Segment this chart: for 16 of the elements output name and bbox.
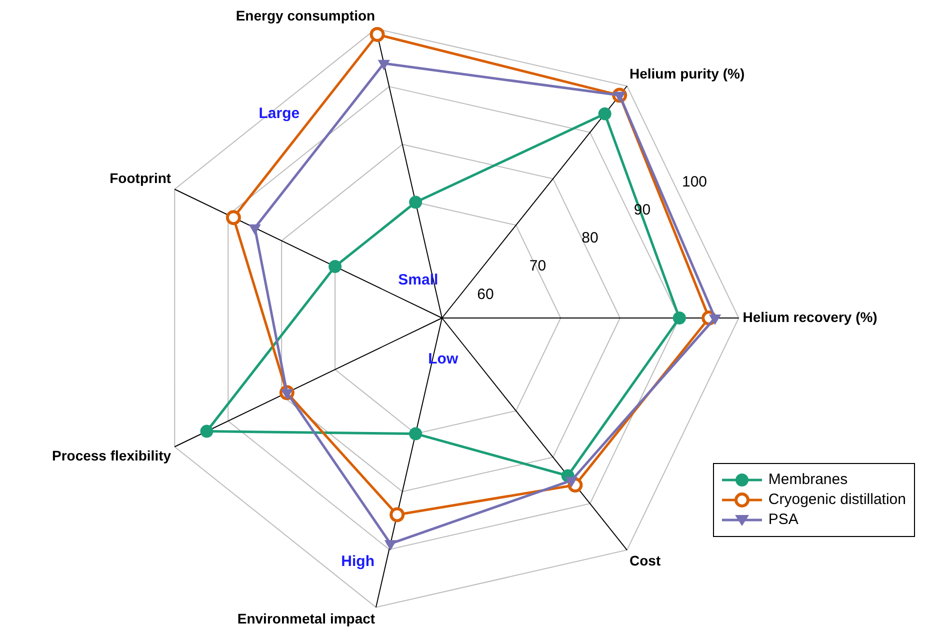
spoke-label: Helium recovery (%)	[742, 308, 878, 325]
spoke-label: Cost	[630, 552, 661, 568]
legend-label: Membranes	[768, 470, 848, 490]
y-tick-label: 60	[477, 286, 494, 303]
y-tick-label: 70	[529, 258, 546, 275]
spoke-label: Footprint	[110, 170, 172, 186]
legend-label: Cryogenic distillation	[768, 490, 906, 510]
y-tick-label: 80	[582, 230, 598, 247]
text: High	[341, 553, 374, 570]
spoke-label: Process flexibility	[52, 448, 172, 464]
spoke-label: Environmetal impact	[237, 610, 376, 626]
spoke-label: Helium purity (%)	[630, 65, 745, 82]
y-tick-label: 100	[682, 173, 708, 190]
legend-label: PSA	[768, 510, 798, 530]
text: Large	[258, 104, 300, 122]
spoke-label: Energy consumption	[236, 7, 376, 24]
